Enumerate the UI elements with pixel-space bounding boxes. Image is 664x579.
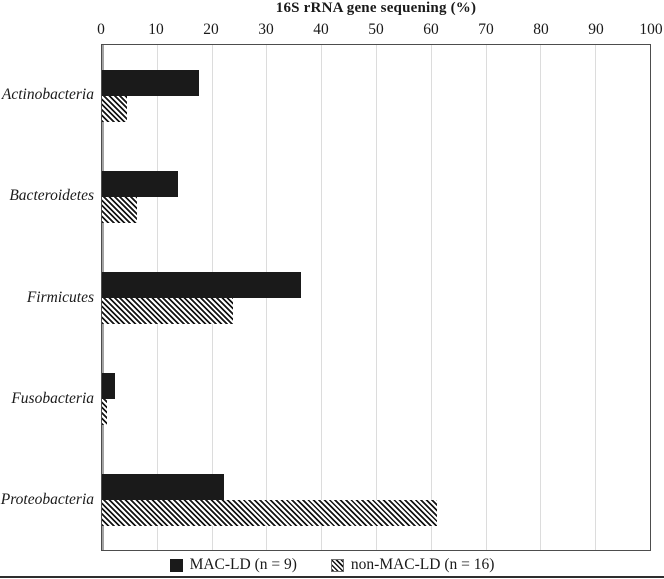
gridline (376, 45, 377, 550)
x-tick-label: 30 (258, 21, 274, 38)
x-tick-label: 60 (423, 21, 439, 38)
x-tick-label: 0 (97, 21, 105, 38)
category-label-firmicutes: Firmicutes (26, 288, 94, 306)
gridline (430, 45, 432, 550)
legend: MAC-LD (n = 9) non-MAC-LD (n = 16) (0, 556, 664, 574)
bar-non-mac-ld-bacteroidetes (102, 196, 138, 223)
x-tick-label: 40 (313, 21, 329, 38)
x-tick-label: 90 (588, 21, 604, 38)
legend-label-non-mac-ld: non-MAC-LD (n = 16) (350, 556, 495, 573)
gridline (266, 45, 268, 550)
gridline (321, 45, 323, 550)
x-axis-ticks: 0 10 20 30 40 50 60 70 80 90 100 (97, 21, 663, 41)
bar-non-mac-ld-fusobacteria (102, 398, 108, 425)
category-label-actinobacteria: Actinobacteria (1, 85, 94, 103)
bar-mac-ld-proteobacteria (102, 473, 224, 500)
x-tick-label: 70 (478, 21, 494, 38)
legend-item-mac-ld: MAC-LD (n = 9) (169, 556, 297, 574)
x-tick-label: 50 (368, 21, 384, 38)
bar-mac-ld-actinobacteria (102, 69, 199, 96)
category-label-fusobacteria: Fusobacteria (11, 389, 94, 407)
legend-label-mac-ld: MAC-LD (n = 9) (189, 556, 297, 573)
bar-non-mac-ld-firmicutes (102, 297, 233, 324)
x-tick-label: 100 (639, 21, 663, 38)
category-labels: Actinobacteria Bacteroidetes Firmicutes Fus… (0, 44, 97, 551)
bar-mac-ld-bacteroidetes (102, 170, 179, 197)
gridline (485, 45, 487, 550)
legend-swatch-hatch-icon (330, 558, 344, 572)
category-label-proteobacteria: Proteobacteria (0, 491, 94, 509)
x-tick-label: 20 (203, 21, 219, 38)
x-tick-label: 10 (148, 21, 164, 38)
gridline (540, 45, 542, 550)
x-tick-label: 80 (533, 21, 549, 38)
bar-mac-ld-fusobacteria (102, 372, 116, 399)
legend-swatch-solid-icon (169, 558, 183, 572)
gridline (595, 45, 597, 550)
figure-bottom-rule (0, 576, 664, 578)
plot-area (101, 44, 651, 551)
bar-mac-ld-firmicutes (102, 271, 302, 298)
category-label-bacteroidetes: Bacteroidetes (9, 187, 94, 205)
chart-title: 16S rRNA gene sequening (%) (275, 0, 477, 16)
legend-item-non-mac-ld: non-MAC-LD (n = 16) (330, 556, 495, 574)
bar-non-mac-ld-actinobacteria (102, 95, 127, 122)
bar-non-mac-ld-proteobacteria (102, 499, 438, 526)
